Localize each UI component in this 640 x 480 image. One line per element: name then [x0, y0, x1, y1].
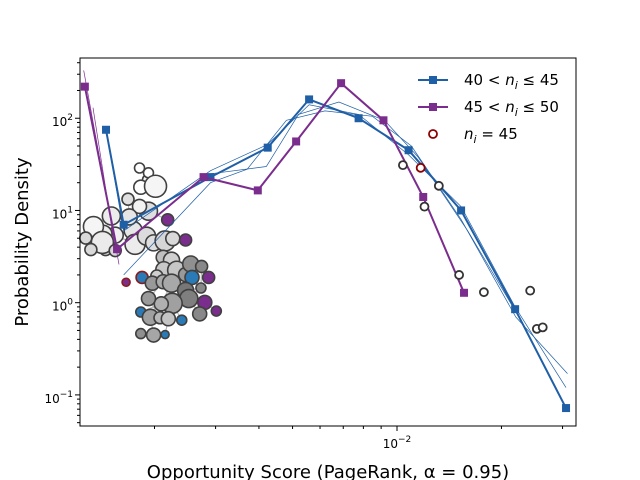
scatter-point — [398, 160, 408, 171]
legend-label: 40 < ni ≤ 45 — [464, 71, 559, 92]
inset-node — [160, 310, 177, 327]
series-1-point — [511, 305, 520, 314]
inset-node — [84, 242, 98, 257]
series-1-point — [206, 173, 215, 182]
scatter-point — [525, 285, 536, 296]
scatter-point — [454, 270, 465, 280]
series-line-1 — [105, 98, 567, 409]
series-2-point — [253, 186, 262, 195]
series-2-point — [113, 245, 122, 254]
inset-node — [121, 277, 131, 288]
series-1-point — [119, 220, 128, 229]
series-1-point — [305, 95, 314, 104]
scatter-point — [419, 201, 430, 212]
inset-node — [143, 174, 168, 199]
legend: 40 < ni ≤ 45 45 < ni ≤ 50 ni = 45 — [418, 71, 559, 146]
plot-series — [80, 70, 571, 413]
inset-node — [195, 282, 207, 294]
scatter-point — [415, 162, 426, 173]
series-1-point — [354, 114, 363, 123]
inset-node — [131, 198, 148, 215]
x-tick-label: 10−2 — [383, 435, 412, 451]
inset-network-graph — [78, 162, 223, 343]
legend-marker — [429, 76, 437, 84]
y-tick-label: 100 — [52, 298, 73, 314]
inset-node — [191, 306, 208, 322]
series-1-point — [263, 143, 272, 152]
series-2-point — [337, 79, 346, 88]
thin-curve-line — [210, 101, 523, 324]
inset-node — [161, 273, 182, 294]
inset-node — [175, 314, 188, 326]
inset-node — [133, 162, 146, 174]
legend-marker — [428, 129, 438, 139]
series-1-point — [404, 146, 413, 155]
series-2-point — [460, 288, 469, 297]
scatter-point — [478, 287, 489, 298]
legend-label: 45 < ni ≤ 50 — [464, 98, 559, 119]
inset-node — [153, 296, 170, 312]
inset-node — [140, 290, 157, 307]
legend-label: ni = 45 — [464, 125, 518, 146]
inset-node — [145, 327, 162, 343]
inset-node — [165, 230, 181, 247]
inset-node — [178, 233, 193, 247]
y-tick-label: 102 — [52, 113, 73, 129]
inset-node — [210, 305, 223, 317]
series-1-point — [102, 125, 111, 134]
series-2-point — [199, 173, 208, 182]
inset-node — [160, 329, 170, 340]
series-2-point — [379, 116, 388, 125]
y-tick-label: 101 — [52, 205, 73, 221]
inset-node — [194, 259, 209, 274]
inset-node — [201, 270, 216, 285]
y-tick-label: 10−1 — [44, 390, 73, 406]
inset-node — [160, 213, 175, 227]
series-2-point — [80, 82, 89, 91]
inset-node — [78, 231, 93, 245]
inset-node — [135, 327, 147, 340]
scatter-point — [537, 322, 548, 333]
series-1-point — [457, 206, 466, 215]
legend-marker — [429, 103, 437, 111]
plot-frame — [79, 57, 577, 427]
scatter-point — [433, 180, 444, 191]
series-2-point — [292, 137, 301, 146]
inset-node — [121, 192, 135, 206]
y-axis-label: Probability Density — [12, 157, 33, 327]
x-axis-label: Opportunity Score (PageRank, α = 0.95) — [147, 462, 509, 480]
axis-ticks: 10−2 10−1 100 101 102 — [44, 62, 564, 451]
series-2-point — [419, 192, 428, 201]
series-1-point — [562, 404, 571, 413]
